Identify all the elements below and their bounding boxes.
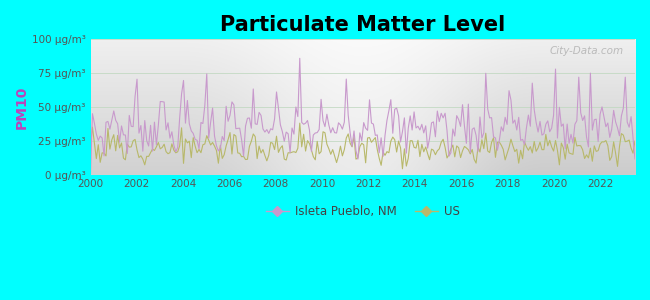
Y-axis label: PM10: PM10	[15, 85, 29, 129]
Text: City-Data.com: City-Data.com	[550, 46, 624, 56]
Title: Particulate Matter Level: Particulate Matter Level	[220, 15, 506, 35]
Legend: Isleta Pueblo, NM, US: Isleta Pueblo, NM, US	[261, 200, 465, 223]
